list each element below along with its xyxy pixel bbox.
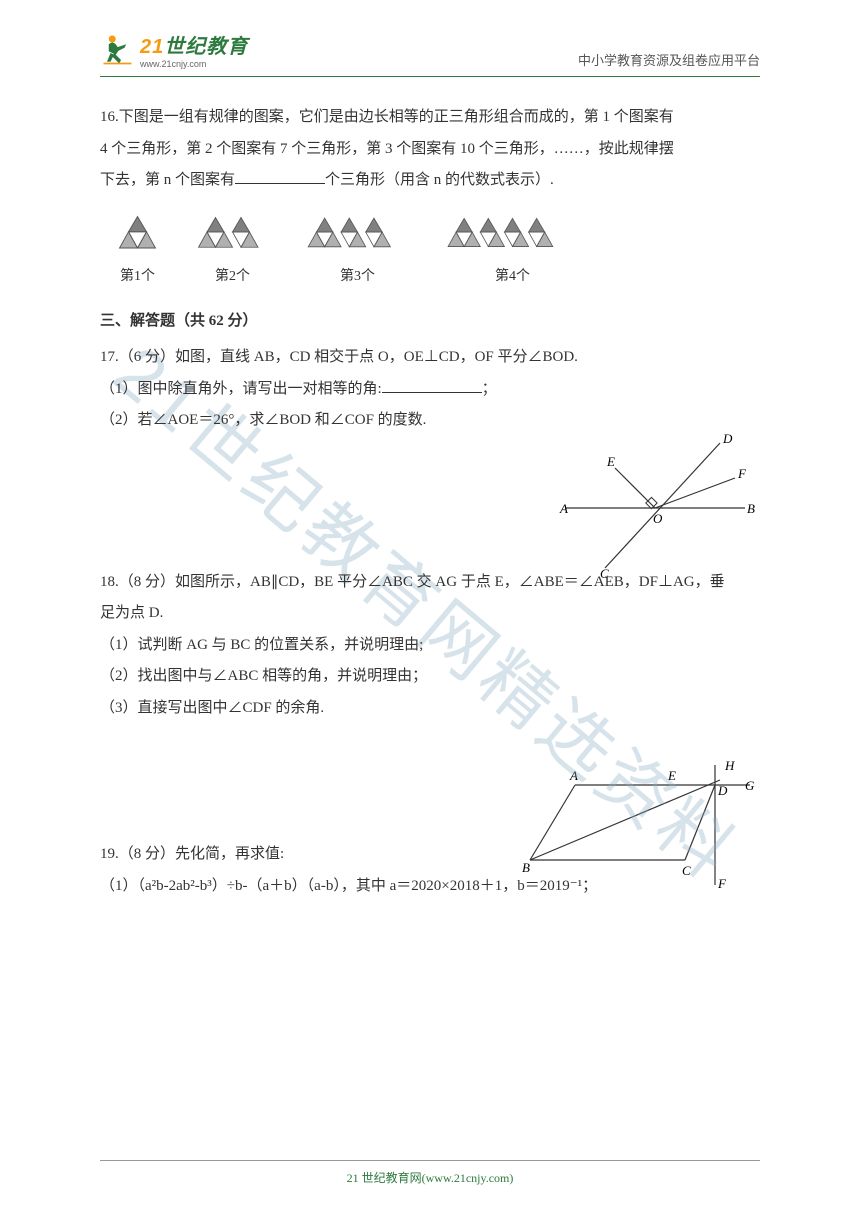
- q16-label1: 第1个: [120, 262, 155, 291]
- header-subtitle: 中小学教育资源及组卷应用平台: [578, 50, 760, 69]
- q16-figures: 第1个 第2个: [110, 212, 760, 291]
- footer-divider: [100, 1160, 760, 1161]
- page-footer: 21 世纪教育网(www.21cnjy.com): [0, 1160, 860, 1186]
- logo-url: www.21cnjy.com: [140, 59, 248, 69]
- q16-fig4: 第4个: [440, 212, 585, 291]
- q18-p3: （3）直接写出图中∠CDF 的余角.: [100, 693, 760, 725]
- q16-blank: [235, 169, 325, 184]
- q16-fig2: 第2个: [190, 212, 275, 291]
- q16-line3: 下去，第 n 个图案有个三角形（用含 n 的代数式表示）.: [100, 165, 760, 197]
- q17-blank: [382, 378, 482, 393]
- q16-line2: 4 个三角形，第 2 个图案有 7 个三角形，第 3 个图案有 10 个三角形，…: [100, 134, 760, 166]
- logo-icon: [100, 32, 135, 67]
- q17-p1: （1）图中除直角外，请写出一对相等的角:；: [100, 374, 760, 406]
- q16-line1: 16.下图是一组有规律的图案，它们是由边长相等的正三角形组合而成的，第 1 个图…: [100, 102, 760, 134]
- logo-brand: 21世纪教育: [140, 30, 248, 59]
- footer-text: 21 世纪教育网(www.21cnjy.com): [0, 1169, 860, 1186]
- q18-intro2: 足为点 D.: [100, 598, 760, 630]
- q16-fig3: 第3个: [300, 212, 415, 291]
- page-header: 21世纪教育 www.21cnjy.com 中小学教育资源及组卷应用平台: [0, 0, 860, 74]
- q16-fig1: 第1个: [110, 212, 165, 291]
- q18-p2: （2）找出图中与∠ABC 相等的角，并说明理由；: [100, 661, 760, 693]
- q16-label3: 第3个: [340, 262, 375, 291]
- logo: 21世纪教育 www.21cnjy.com: [100, 30, 248, 69]
- q18-p1: （1）试判断 AG 与 BC 的位置关系，并说明理由;: [100, 630, 760, 662]
- q16-label2: 第2个: [215, 262, 250, 291]
- q17-intro: 17.（6 分）如图，直线 AB，CD 相交于点 O，OE⊥CD，OF 平分∠B…: [100, 342, 760, 374]
- q19-p1: （1）（a²b-2ab²-b³）÷b-（a＋b）（a-b），其中 a＝2020×…: [100, 871, 760, 903]
- section3-title: 三、解答题（共 62 分）: [100, 306, 760, 338]
- q18-intro: 18.（8 分）如图所示，AB∥CD，BE 平分∠ABC 交 AG 于点 E，∠…: [100, 567, 760, 599]
- q17-p2: （2）若∠AOE＝26°，求∠BOD 和∠COF 的度数.: [100, 405, 760, 437]
- q19-intro: 19.（8 分）先化简，再求值:: [100, 839, 760, 871]
- q16-label4: 第4个: [495, 262, 530, 291]
